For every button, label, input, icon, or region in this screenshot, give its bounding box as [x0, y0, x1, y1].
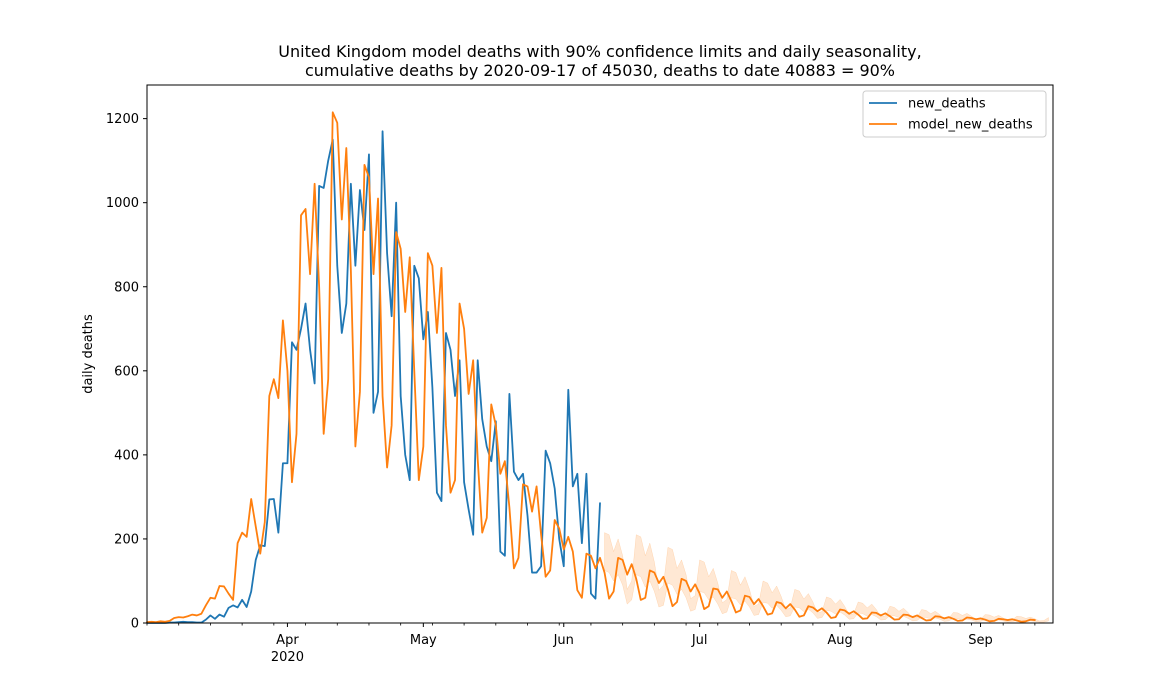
legend: new_deaths model_new_deaths	[862, 90, 1047, 138]
x-tick-label: Aug	[827, 633, 852, 648]
legend-item: model_new_deaths	[869, 118, 1033, 133]
legend-label: model_new_deaths	[908, 118, 1033, 133]
y-tick-label: 400	[114, 448, 139, 463]
chart-title: United Kingdom model deaths with 90% con…	[278, 42, 922, 61]
series-layer	[146, 111, 1036, 624]
confidence-band	[604, 532, 1049, 623]
series-model_new_deaths	[146, 111, 1036, 624]
legend-box	[862, 90, 1047, 138]
y-tick-label: 800	[114, 280, 139, 295]
series-line-new_deaths	[146, 130, 601, 624]
y-tick-label: 600	[114, 364, 139, 379]
y-tick-label: 1200	[106, 112, 139, 127]
series-new_deaths	[146, 130, 601, 624]
x-tick-sublabel: 2020	[271, 650, 304, 665]
x-tick-label: May	[410, 633, 437, 648]
confidence-band-layer	[604, 532, 1049, 623]
x-axis: Apr 2020 May Jun Jul Aug Sep	[146, 623, 1036, 665]
y-axis: 0 200 400 600 800 1000 1200	[106, 112, 147, 632]
y-tick-label: 1000	[106, 196, 139, 211]
x-tick-label: Apr	[276, 633, 299, 648]
x-tick-label: Jun	[553, 633, 574, 648]
axes-frame	[146, 84, 1054, 624]
legend-label: new_deaths	[908, 97, 986, 112]
legend-item: new_deaths	[869, 97, 986, 112]
y-tick-label: 200	[114, 532, 139, 547]
chart-subtitle: cumulative deaths by 2020-09-17 of 45030…	[304, 61, 896, 80]
series-line-model_new_deaths	[146, 111, 1036, 624]
y-axis-label: daily deaths	[81, 314, 96, 394]
x-tick-label: Sep	[968, 633, 993, 648]
y-tick-label: 0	[131, 617, 139, 632]
x-tick-label: Jul	[691, 633, 708, 648]
